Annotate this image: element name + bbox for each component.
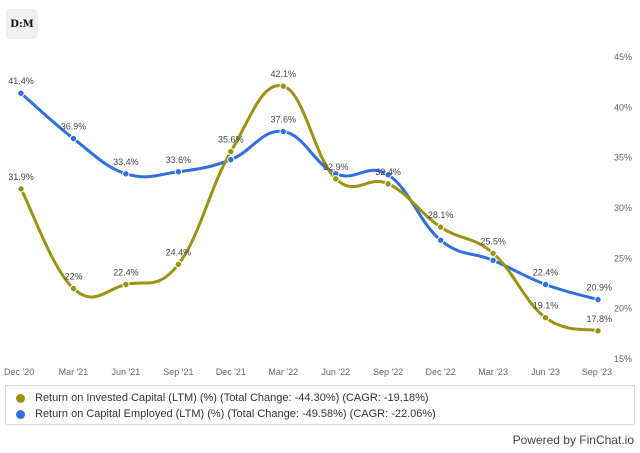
data-labels: 41.4% 36.9% 33.4% 33.6% 37.6% 22.4% 20.9% 31.9%… bbox=[8, 69, 612, 324]
data-label: 20.9% bbox=[586, 283, 612, 293]
x-tick-label: Jun '21 bbox=[112, 367, 141, 377]
x-tick-label: Dec '20 bbox=[4, 367, 34, 377]
data-label: 22.4% bbox=[533, 268, 559, 278]
series-0-point bbox=[594, 327, 602, 335]
x-axis: Dec '20 Mar '21 Jun '21 Sep '21 Dec '21 Mar '… bbox=[4, 367, 612, 377]
series-1-point bbox=[384, 171, 392, 179]
powered-by-credit[interactable]: Powered by FinChat.io bbox=[512, 433, 634, 447]
legend-label-roce: Return on Capital Employed (LTM) (%) (To… bbox=[35, 408, 436, 420]
x-tick-label: Jun '23 bbox=[531, 367, 560, 377]
data-label: 19.1% bbox=[533, 301, 559, 311]
data-label: 42.1% bbox=[271, 69, 297, 79]
series-lines bbox=[19, 84, 600, 333]
series-1-point bbox=[436, 236, 445, 244]
legend-marker-roic bbox=[16, 393, 25, 403]
data-label: 28.1% bbox=[428, 210, 454, 220]
data-label: 35.6% bbox=[218, 135, 244, 145]
series-1-point bbox=[122, 170, 130, 178]
x-tick-label: Mar '22 bbox=[268, 367, 298, 377]
data-label: 33.4% bbox=[113, 157, 139, 167]
legend-item-roce[interactable]: Return on Capital Employed (LTM) (%) (To… bbox=[16, 406, 624, 422]
data-label: 41.4% bbox=[8, 76, 34, 86]
data-label: 25.5% bbox=[480, 236, 506, 246]
data-label: 37.6% bbox=[271, 114, 297, 124]
x-tick-label: Sep '23 bbox=[582, 367, 612, 377]
series-1-point bbox=[69, 134, 78, 143]
data-label: 32.4% bbox=[375, 167, 401, 177]
data-label: 22% bbox=[64, 272, 82, 282]
y-tick-label: 35% bbox=[614, 153, 632, 163]
y-tick-label: 25% bbox=[614, 253, 632, 263]
y-axis: 15% 20% 25% 30% 35% 40% 45% bbox=[614, 52, 632, 364]
series-1-point bbox=[594, 295, 602, 304]
series-0-point bbox=[332, 175, 340, 183]
series-0-point bbox=[174, 260, 183, 269]
x-tick-label: Sep '21 bbox=[163, 367, 193, 377]
y-tick-label: 45% bbox=[614, 52, 632, 62]
series-0-point bbox=[69, 284, 78, 293]
legend-marker-roce bbox=[16, 409, 25, 419]
data-label: 22.4% bbox=[113, 268, 139, 278]
line-chart: 15% 20% 25% 30% 35% 40% 45% Dec '20 Mar '21 Jun … bbox=[4, 52, 632, 377]
series-points bbox=[17, 82, 602, 335]
series-1-point bbox=[489, 256, 497, 265]
x-tick-label: Mar '23 bbox=[478, 367, 508, 377]
y-tick-label: 20% bbox=[614, 304, 632, 314]
legend-label-roic: Return on Invested Capital (LTM) (%) (To… bbox=[35, 392, 429, 404]
legend: Return on Invested Capital (LTM) (%) (To… bbox=[5, 385, 635, 425]
legend-item-roic[interactable]: Return on Invested Capital (LTM) (%) (To… bbox=[16, 390, 624, 406]
data-label: 33.6% bbox=[166, 155, 192, 165]
series-1-point bbox=[227, 155, 235, 164]
x-tick-label: Sep '22 bbox=[373, 367, 403, 377]
x-tick-label: Mar '21 bbox=[59, 367, 89, 377]
series-1-point bbox=[279, 127, 287, 136]
logo: D:M bbox=[6, 9, 38, 39]
series-0-point bbox=[279, 82, 287, 90]
series-1-point bbox=[174, 168, 183, 176]
y-tick-label: 15% bbox=[614, 354, 632, 364]
data-label: 36.9% bbox=[61, 122, 87, 132]
x-tick-label: Dec '21 bbox=[216, 367, 246, 377]
series-1-point bbox=[17, 89, 25, 97]
series-1-point bbox=[541, 280, 550, 289]
y-tick-label: 30% bbox=[614, 203, 632, 213]
series-0-point bbox=[17, 185, 25, 193]
series-0-point bbox=[384, 180, 392, 188]
series-0-point bbox=[122, 280, 130, 289]
series-0-point bbox=[436, 223, 445, 231]
y-tick-label: 40% bbox=[614, 102, 632, 112]
series-line-0 bbox=[19, 84, 600, 333]
x-tick-label: Dec '22 bbox=[426, 367, 456, 377]
series-0-point bbox=[489, 249, 497, 258]
series-0-point bbox=[541, 314, 550, 322]
data-label: 31.9% bbox=[8, 172, 34, 182]
series-0-point bbox=[227, 147, 235, 156]
data-label: 24.4% bbox=[166, 247, 192, 257]
data-label: 32.9% bbox=[323, 162, 349, 172]
data-label: 17.8% bbox=[586, 314, 612, 324]
x-tick-label: Jun '22 bbox=[321, 367, 350, 377]
